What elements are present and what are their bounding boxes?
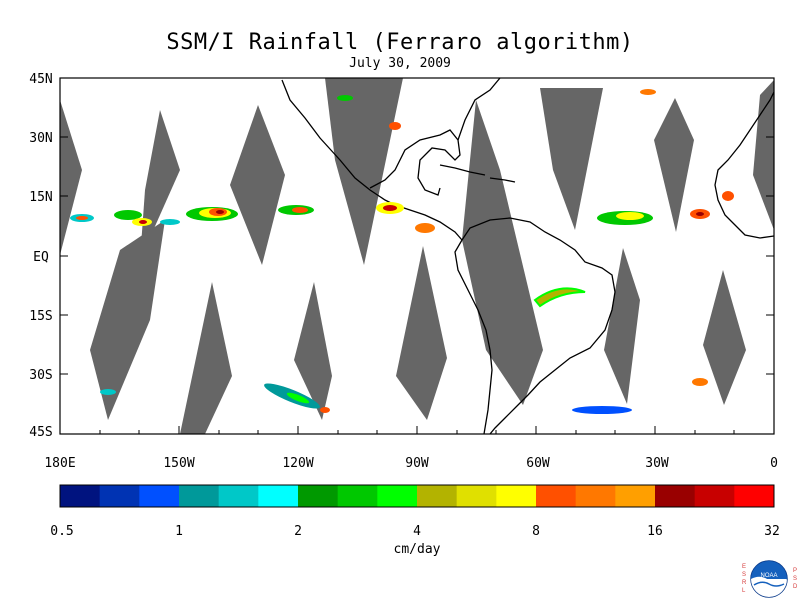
rain-features <box>70 89 734 414</box>
swath-gap <box>180 282 232 434</box>
coastline-cuba <box>439 164 486 176</box>
colorbar-tick-label: 32 <box>764 524 780 539</box>
swath-gap <box>462 100 543 405</box>
colorbar-swatch <box>575 485 616 507</box>
colorbar-swatch <box>139 485 180 507</box>
swath-gap <box>396 246 447 420</box>
swath-gap <box>703 270 746 405</box>
lat-label: 15S <box>29 309 52 324</box>
rain-cell <box>640 89 656 95</box>
swath-gap <box>90 220 165 420</box>
swath-gap <box>325 78 403 265</box>
colorbar-tick-label: 0.5 <box>50 524 73 539</box>
noaa-logo-center-text: NOAA <box>760 573 777 579</box>
lon-label: 30W <box>645 456 669 471</box>
coastline-east-us <box>457 78 501 141</box>
colorbar-swatch <box>417 485 458 507</box>
colorbar-labels: 0.5 1 2 4 8 16 32 cm/day <box>50 524 780 557</box>
lon-label: 90W <box>405 456 429 471</box>
colorbar-swatch <box>615 485 656 507</box>
swath-gap <box>654 98 694 232</box>
coastline-gulf <box>369 129 461 196</box>
rain-cell <box>320 407 330 413</box>
rain-cell <box>389 122 401 130</box>
lat-label: 30S <box>29 368 52 383</box>
colorbar-swatch <box>218 485 259 507</box>
rain-cell <box>100 389 116 395</box>
missing-data-swaths <box>60 78 774 434</box>
colorbar-swatch <box>694 485 735 507</box>
lat-label: 45S <box>29 425 52 440</box>
map-date: July 30, 2009 <box>349 56 451 71</box>
colorbar-swatch <box>536 485 577 507</box>
colorbar-tick-label: 2 <box>294 524 302 539</box>
lat-label: 30N <box>29 131 52 146</box>
colorbar-swatch <box>298 485 339 507</box>
lat-ticks <box>60 77 774 435</box>
itcz-rain-band <box>70 191 734 233</box>
map-title: SSM/I Rainfall (Ferraro algorithm) <box>166 30 634 55</box>
coastline-south-america <box>461 217 616 434</box>
colorbar-tick-label: 8 <box>532 524 540 539</box>
swath-gap <box>294 282 332 420</box>
lon-label: 60W <box>526 456 550 471</box>
rain-cell <box>76 216 88 220</box>
colorbar-swatch <box>377 485 418 507</box>
rain-cell <box>160 219 180 225</box>
lon-label: 180E <box>44 456 75 471</box>
lon-label: 120W <box>282 456 313 471</box>
colorbar-swatch <box>456 485 497 507</box>
colorbar-swatch <box>337 485 378 507</box>
colorbar-tick-label: 1 <box>175 524 183 539</box>
rain-cell <box>616 212 644 220</box>
swath-gap <box>540 88 603 230</box>
frontal-rain-band <box>533 287 586 308</box>
colorbar-swatch <box>258 485 299 507</box>
coastline-hispaniola <box>489 177 516 183</box>
lon-labels: 180E 150W 120W 90W 60W 30W 0 <box>44 456 778 471</box>
rain-cell <box>286 392 310 404</box>
swath-gap <box>604 248 640 404</box>
rain-cell <box>292 207 308 213</box>
rain-cell <box>692 378 708 386</box>
lon-label: 150W <box>163 456 194 471</box>
colorbar <box>60 485 775 507</box>
rain-cell <box>722 191 734 201</box>
colorbar-swatch <box>179 485 220 507</box>
rain-cell <box>383 205 397 211</box>
lat-labels: 45N 30N 15N EQ 15S 30S 45S <box>29 72 52 440</box>
coastline-south-america-west <box>454 239 493 434</box>
colorbar-tick-label: 4 <box>413 524 421 539</box>
coastline-north-america <box>281 79 463 241</box>
colorbar-tick-label: 16 <box>647 524 663 539</box>
colorbar-frame <box>59 484 775 508</box>
colorbar-swatch <box>60 485 101 507</box>
coastline-africa <box>714 91 774 239</box>
lon-label: 0 <box>770 456 778 471</box>
lat-label: EQ <box>33 250 49 265</box>
swath-gap <box>230 105 285 265</box>
rain-cell <box>216 210 224 214</box>
rain-cell <box>139 220 147 224</box>
rain-cell <box>572 406 632 414</box>
lat-label: 45N <box>29 72 52 87</box>
colorbar-swatch <box>99 485 140 507</box>
colorbar-swatch <box>655 485 696 507</box>
colorbar-swatch <box>496 485 537 507</box>
lon-ticks <box>59 426 775 434</box>
lat-label: 15N <box>29 190 52 205</box>
colorbar-unit-label: cm/day <box>394 542 441 557</box>
rain-cell <box>337 95 353 101</box>
swath-gap <box>60 100 82 255</box>
rain-cell <box>415 223 435 233</box>
coastlines <box>281 78 774 434</box>
rain-cell <box>696 212 704 216</box>
rain-cell <box>114 210 142 220</box>
map-area <box>60 78 774 434</box>
colorbar-swatch <box>734 485 775 507</box>
